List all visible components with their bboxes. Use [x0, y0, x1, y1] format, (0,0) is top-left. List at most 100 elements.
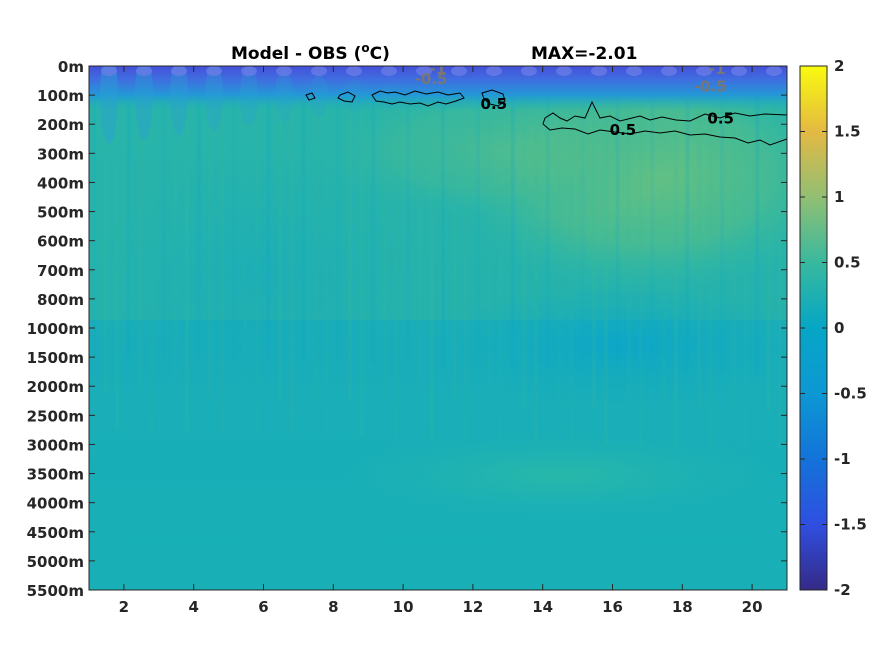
streak	[510, 96, 515, 368]
streak	[138, 96, 143, 394]
colorbar-tick-label: 1	[834, 188, 844, 206]
streak	[208, 96, 213, 396]
y-tick-label: 3500m	[27, 466, 84, 484]
colorbar-ticks: 2 1.5 1 0.5 0 -0.5 -1 -1.5 -2	[800, 57, 867, 599]
contour-0.5-d	[481, 89, 506, 107]
streak	[301, 96, 306, 362]
x-tick-label: 6	[258, 598, 268, 616]
y-tick-label: 800m	[37, 291, 84, 309]
surface-cold-blob	[276, 66, 292, 76]
colorbar-tick-label: -1.5	[834, 516, 867, 534]
streak	[231, 96, 236, 360]
y-tick-label: 2000m	[27, 378, 84, 396]
streak	[592, 96, 597, 407]
surface-streak	[100, 66, 118, 144]
y-tick-label: 300m	[37, 145, 84, 163]
streak	[103, 96, 108, 393]
contour-labels: -1-0.50.50.50.5-1-0.5	[415, 60, 734, 139]
colorbar-tick-label: 1.5	[834, 123, 861, 141]
streak	[382, 96, 387, 401]
streak	[441, 96, 445, 366]
contour-0.5-b	[337, 91, 356, 103]
vertical-streaks	[92, 96, 783, 449]
surface-cold-blob	[381, 66, 397, 76]
colorbar-tick-label: -1	[834, 450, 851, 468]
streak	[755, 96, 760, 375]
colorbar-tick-label: 2	[834, 57, 844, 75]
streak	[638, 96, 643, 445]
colorbar-tick-label: 0	[834, 319, 844, 337]
contour-label: -0.5	[694, 77, 727, 95]
y-tick-label: 5500m	[27, 582, 84, 600]
surface-cold-blob	[696, 66, 712, 76]
surface-cold-blob	[591, 66, 607, 76]
surface-cold-blob	[136, 66, 152, 76]
chart-max-label: MAX=-2.01	[531, 44, 637, 64]
surface-cold-blob	[556, 66, 572, 76]
y-tick-label: 3000m	[27, 436, 84, 454]
streak	[429, 96, 434, 439]
streak	[696, 96, 701, 410]
x-tick-label: 4	[188, 598, 198, 616]
x-tick-label: 16	[602, 598, 623, 616]
streak	[336, 96, 341, 363]
x-tick-label: 12	[462, 598, 483, 616]
x-tick-label: 14	[532, 598, 553, 616]
streak	[499, 96, 504, 441]
y-tick-label: 1500m	[27, 349, 84, 367]
contour-0.5-a	[305, 92, 316, 101]
streak	[685, 96, 690, 373]
surface-cold-blob	[206, 66, 222, 76]
contour-label: -1	[430, 60, 447, 78]
streak	[708, 96, 713, 447]
surface-cold-blob	[661, 66, 677, 76]
streak	[522, 96, 527, 405]
streak	[406, 96, 411, 365]
y-tick-label: 200m	[37, 116, 84, 134]
streak	[289, 96, 294, 435]
x-tick-label: 20	[742, 598, 763, 616]
contour-label: -1	[709, 60, 726, 78]
streak	[580, 96, 585, 370]
surface-streak	[135, 66, 153, 140]
streak	[662, 96, 667, 409]
streak	[766, 96, 771, 412]
y-tick-label: 2500m	[27, 407, 84, 425]
surface-streak	[275, 70, 293, 122]
streak	[743, 96, 748, 448]
streak	[394, 96, 399, 438]
streak	[534, 96, 539, 442]
streak	[673, 96, 678, 446]
streak	[627, 96, 632, 408]
surface-cold-blob	[626, 66, 642, 76]
contour-0.5-e	[542, 100, 787, 146]
streak	[196, 96, 201, 359]
surface-streak	[380, 83, 398, 109]
surface-streak	[310, 74, 328, 118]
surface-cold-blob	[101, 66, 117, 76]
surface-streak	[205, 66, 223, 131]
surface-cold-blob	[731, 66, 747, 76]
streak	[464, 96, 469, 440]
colorbar-tick-label: -2	[834, 581, 851, 599]
x-tick-label: 18	[672, 598, 693, 616]
streak	[173, 96, 178, 395]
y-tick-label: 700m	[37, 262, 84, 280]
heatmap-field: -1-0.50.50.50.5-1-0.5	[89, 60, 787, 590]
contour-label: -0.5	[415, 70, 448, 88]
colorbar-tick-label: -0.5	[834, 385, 867, 403]
contour-label: 0.5	[481, 95, 508, 113]
x-tick-label: 10	[393, 598, 414, 616]
streak	[720, 96, 725, 374]
streak	[313, 96, 318, 399]
streak	[359, 96, 364, 437]
streak	[324, 96, 329, 436]
surface-cold-blob	[486, 66, 502, 76]
surface-streak	[170, 66, 188, 136]
y-tick-label: 5000m	[27, 553, 84, 571]
surface-cold-blob	[171, 66, 187, 76]
surface-cold-blob	[346, 66, 362, 76]
streak	[243, 96, 248, 397]
y-tick-label: 500m	[37, 204, 84, 222]
